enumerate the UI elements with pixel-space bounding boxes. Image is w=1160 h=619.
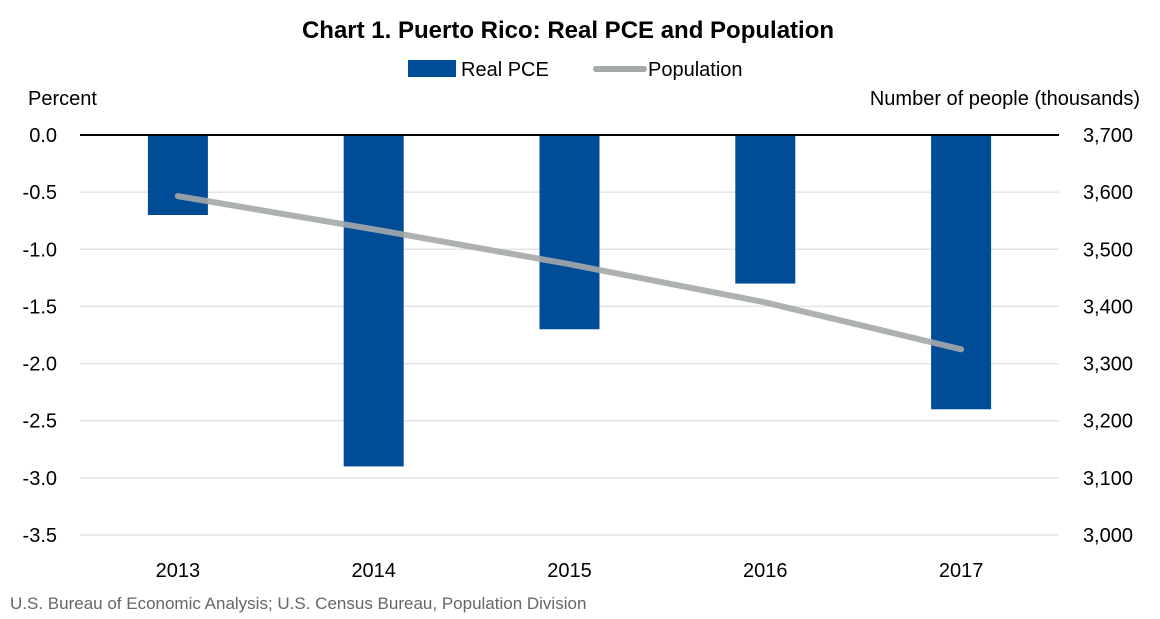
bar-2013 (147, 135, 208, 215)
left-tick-label: -3.0 (23, 468, 57, 490)
left-tick-label: -3.5 (23, 525, 57, 547)
bar-2014 (343, 135, 404, 467)
right-tick-label: 3,200 (1083, 411, 1133, 433)
right-tick-label: 3,100 (1083, 468, 1133, 490)
legend-label-population: Population (648, 59, 743, 81)
x-tick-label: 2016 (743, 560, 788, 582)
left-tick-label: -0.5 (23, 182, 57, 204)
x-tick-label: 2015 (547, 560, 592, 582)
right-tick-label: 3,500 (1083, 239, 1133, 261)
right-tick-label: 3,400 (1083, 296, 1133, 318)
left-tick-label: -2.0 (23, 354, 57, 376)
right-tick-label: 3,600 (1083, 182, 1133, 204)
left-axis-label: Percent (28, 88, 97, 110)
right-axis-label: Number of people (thousands) (870, 88, 1140, 110)
source-note: U.S. Bureau of Economic Analysis; U.S. C… (10, 594, 586, 613)
x-tick-label: 2017 (939, 560, 984, 582)
left-tick-label: -2.5 (23, 411, 57, 433)
x-tick-label: 2014 (351, 560, 396, 582)
bar-2016 (735, 135, 796, 284)
x-tick-label: 2013 (156, 560, 201, 582)
chart-title: Chart 1. Puerto Rico: Real PCE and Popul… (302, 17, 834, 44)
legend-swatch-real-pce (408, 60, 456, 77)
right-tick-label: 3,700 (1083, 125, 1133, 147)
bar-2015 (539, 135, 600, 330)
right-tick-label: 3,000 (1083, 525, 1133, 547)
legend-label-real-pce: Real PCE (461, 59, 549, 81)
left-tick-label: -1.5 (23, 296, 57, 318)
bar-2017 (931, 135, 992, 410)
left-tick-label: -1.0 (23, 239, 57, 261)
right-tick-label: 3,300 (1083, 354, 1133, 376)
left-tick-label: 0.0 (29, 125, 57, 147)
